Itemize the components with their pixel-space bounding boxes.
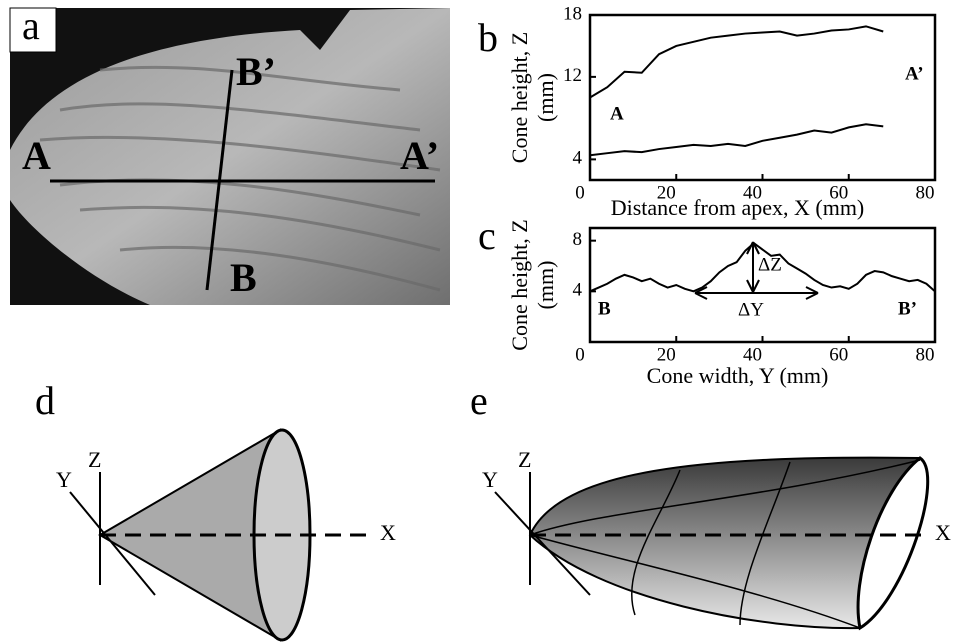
plot-frame [588, 226, 937, 344]
y-axis-label: (mm) [533, 261, 558, 310]
y-axis-label: Cone height, Z [507, 32, 532, 163]
axis-name: Z [88, 447, 101, 472]
point-label: B’ [236, 49, 276, 94]
arrow [752, 241, 760, 255]
arrow [694, 286, 708, 294]
data-line [589, 241, 936, 293]
annotation: B’ [898, 298, 917, 319]
annotation: A [610, 103, 624, 124]
x-axis-label: Distance from apex, X (mm) [611, 195, 865, 220]
panel-label: b [478, 15, 498, 60]
x-tick-label: 20 [657, 344, 676, 365]
data-line [589, 25, 884, 99]
arrow [746, 241, 754, 255]
x-tick-label: 20 [657, 182, 676, 203]
annotation: ΔY [738, 299, 764, 320]
cone-diagram [69, 428, 370, 642]
axis-name: X [380, 520, 396, 545]
y-tick-label: 18 [563, 3, 582, 24]
annotation: ΔZ [758, 254, 782, 275]
x-tick-label: 60 [829, 344, 848, 365]
x-tick-label: 40 [743, 344, 762, 365]
arrow [805, 292, 819, 300]
axis-name: Y [56, 467, 72, 492]
arrow [805, 286, 819, 294]
x-axis-label: Cone width, Y (mm) [647, 363, 829, 388]
x-tick-label: 0 [575, 344, 585, 365]
axis-name: X [935, 520, 951, 545]
point-label: B [230, 255, 257, 300]
panel-label: e [470, 378, 488, 423]
plot-frame [588, 13, 937, 182]
arrow [752, 279, 760, 293]
axis-name: Y [482, 467, 498, 492]
y-axis-label: (mm) [533, 73, 558, 122]
y-tick-label: 4 [573, 280, 583, 301]
annotation: B [598, 298, 611, 319]
x-tick-label: 80 [916, 344, 935, 365]
y-tick-label: 4 [573, 148, 583, 169]
data-line [589, 123, 884, 157]
photo [9, 7, 450, 305]
arrow [694, 292, 708, 300]
x-tick-label: 0 [575, 182, 585, 203]
y-tick-label: 12 [563, 65, 582, 86]
y-axis-label: Cone height, Z [507, 219, 532, 350]
x-tick-label: 60 [829, 182, 848, 203]
axis-name: Z [518, 447, 531, 472]
x-tick-label: 80 [916, 182, 935, 203]
point-label: A’ [400, 133, 439, 178]
x-tick-label: 40 [743, 182, 762, 203]
arrow [746, 279, 754, 293]
shell-diagram [494, 456, 930, 631]
panel-label: a [22, 3, 40, 48]
panel-label: c [478, 213, 496, 258]
panel-label: d [35, 378, 55, 423]
annotation: A’ [905, 63, 924, 84]
point-label: A [22, 133, 51, 178]
y-tick-label: 8 [573, 229, 583, 250]
